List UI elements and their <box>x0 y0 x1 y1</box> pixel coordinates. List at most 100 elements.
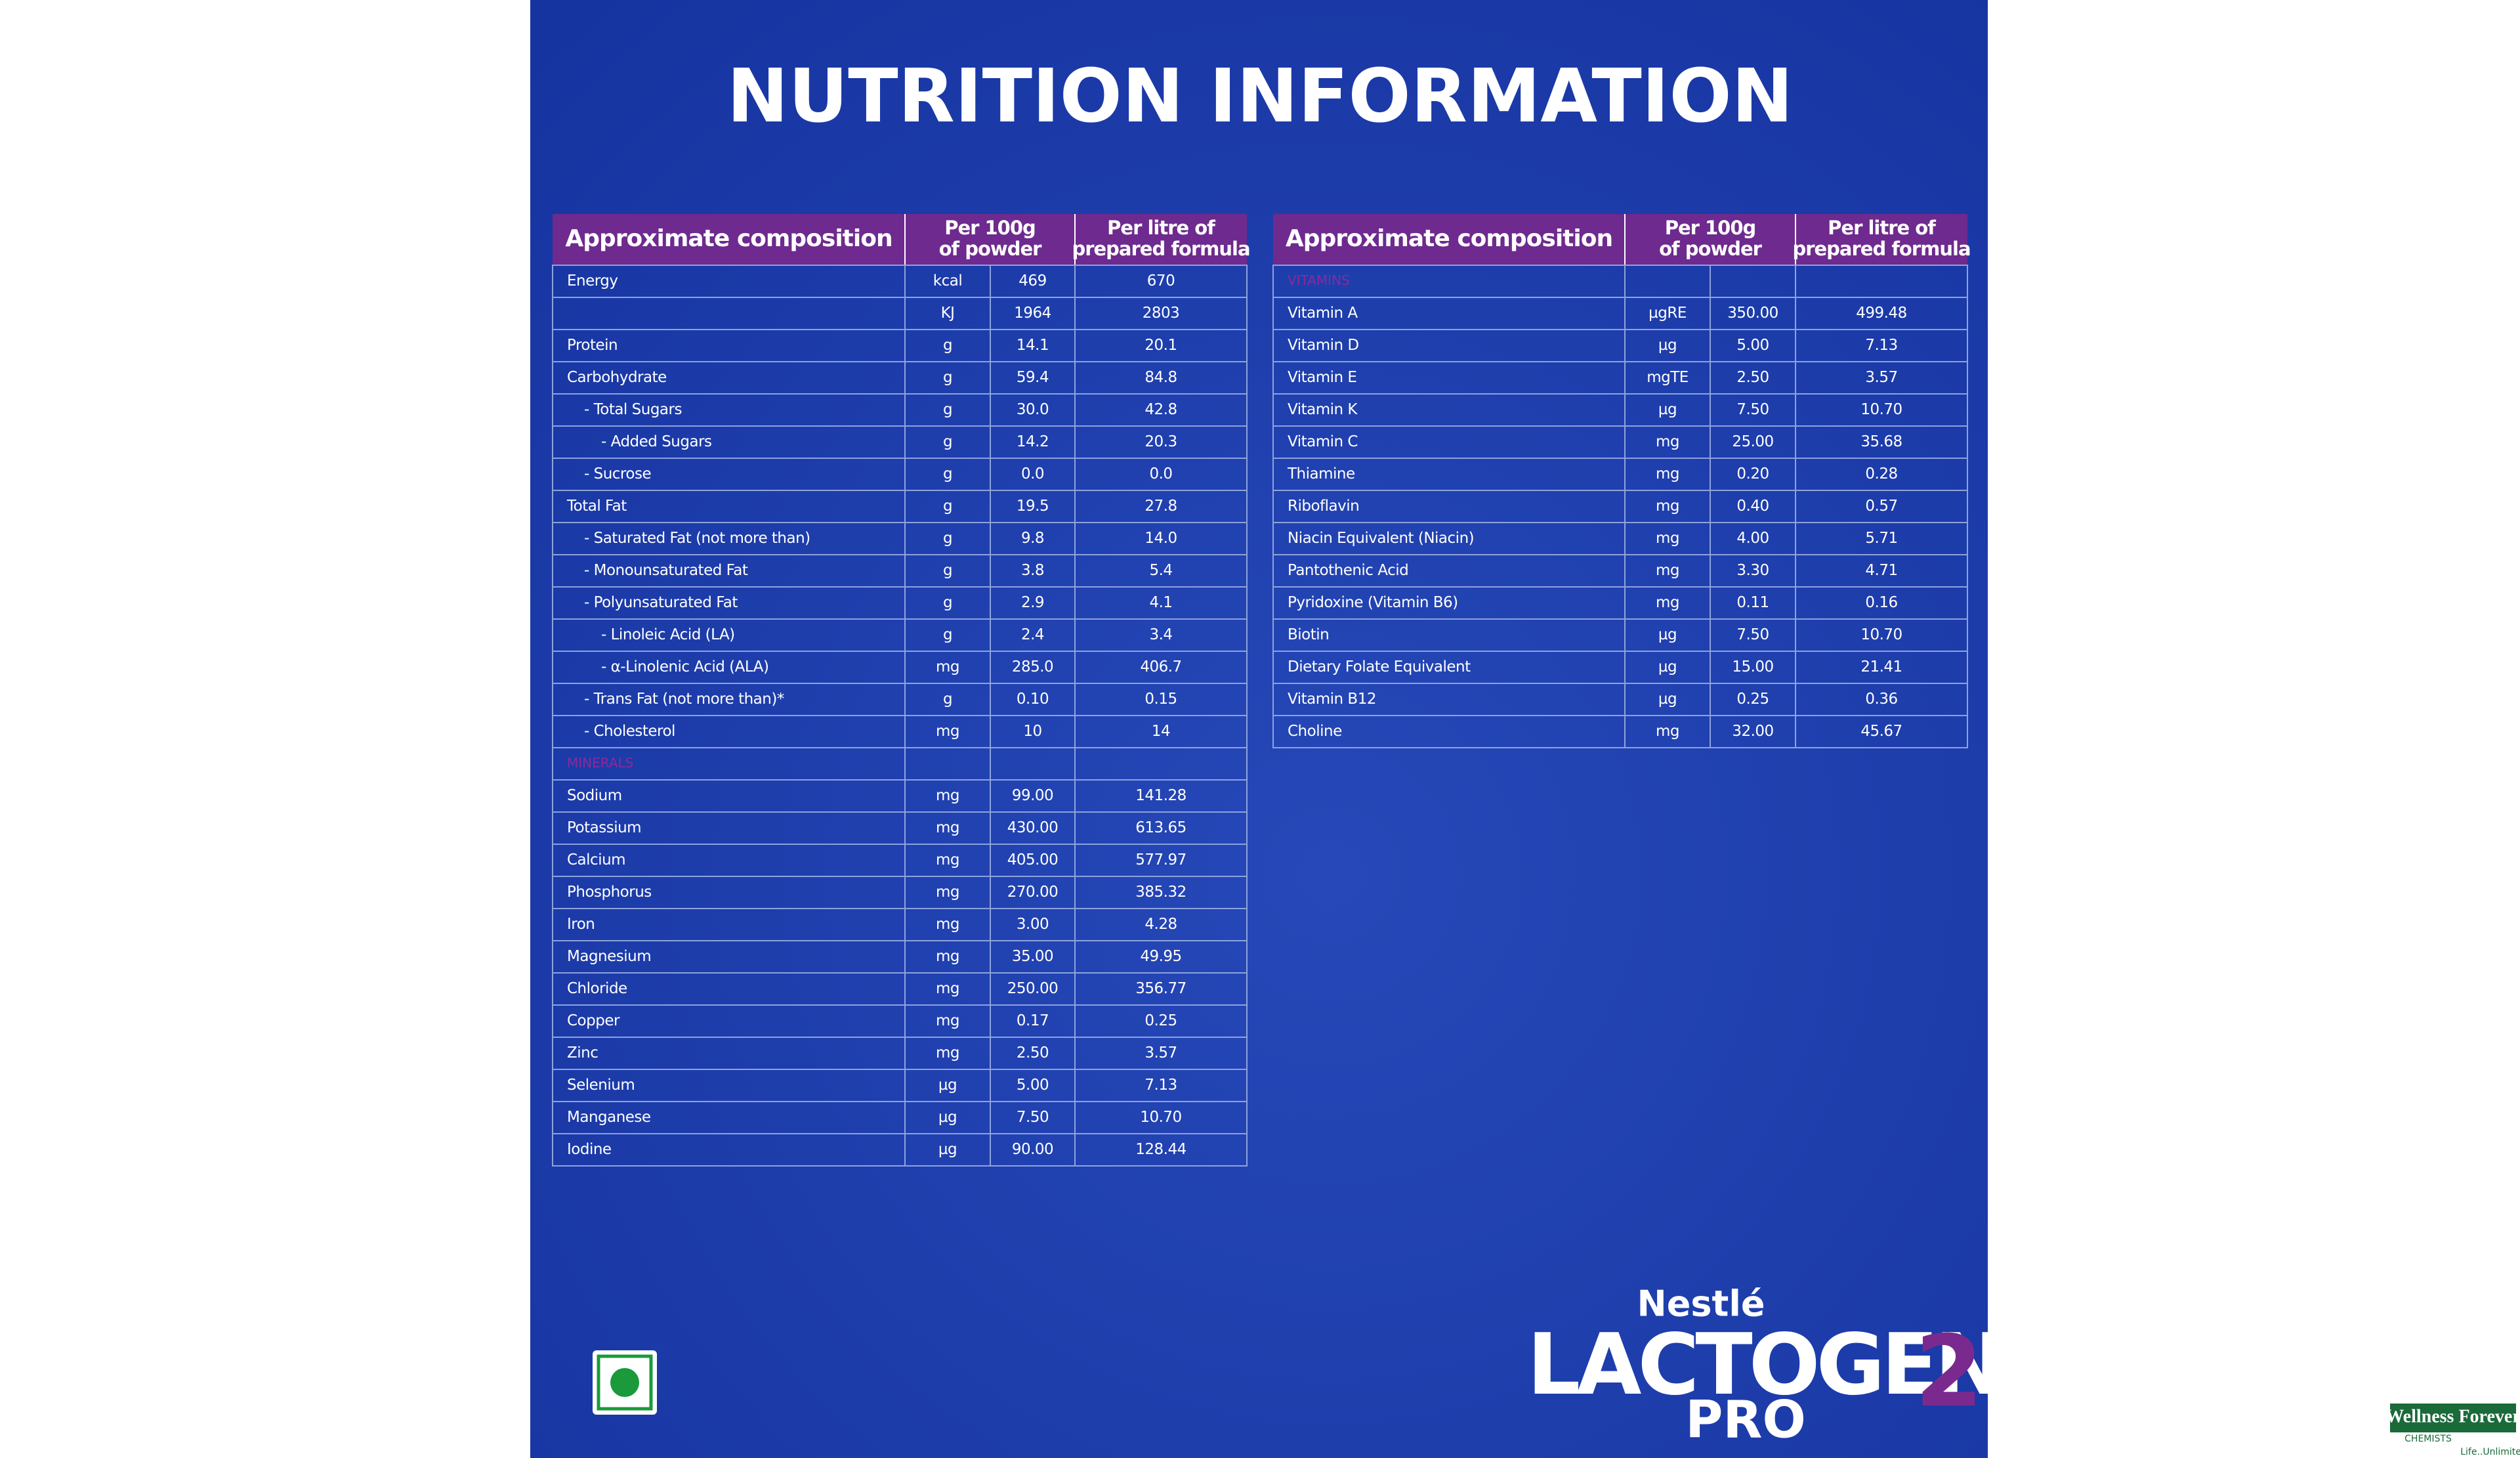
cell-value: 0.28 <box>1865 465 1897 482</box>
cell-value: 10 <box>1023 723 1041 740</box>
cell-value: mg <box>1656 562 1679 579</box>
header-cell: Per litre of <box>1828 217 1936 239</box>
row-label: Niacin Equivalent (Niacin) <box>1288 530 1474 547</box>
cell-value: g <box>943 369 952 386</box>
cell-value: 10.70 <box>1860 401 1902 418</box>
cell-value: g <box>943 626 952 643</box>
cell-value: 5.00 <box>1017 1077 1049 1094</box>
row-label: Chloride <box>567 980 627 997</box>
cell-value: µg <box>938 1077 957 1094</box>
cell-value: 0.15 <box>1144 691 1177 708</box>
cell-value: 14.1 <box>1017 337 1049 354</box>
cell-value: mg <box>1656 530 1679 547</box>
cell-value: µg <box>1658 337 1677 354</box>
cell-value: 10.70 <box>1140 1109 1181 1126</box>
cell-value: 3.00 <box>1017 916 1049 933</box>
row-label: - Added Sugars <box>601 433 712 450</box>
row-label: Iodine <box>567 1141 612 1158</box>
cell-value: 0.0 <box>1021 465 1044 482</box>
table-border <box>1272 265 1968 748</box>
watermark-sub: CHEMISTS <box>2404 1434 2452 1444</box>
header-cell: Per 100g <box>944 217 1036 239</box>
cell-value: mg <box>1656 465 1679 482</box>
cell-value: 45.67 <box>1860 723 1902 740</box>
row-label: Manganese <box>567 1109 651 1126</box>
row-label: Calcium <box>567 851 625 868</box>
cell-value: mg <box>936 1012 959 1029</box>
cell-value: 20.3 <box>1144 433 1177 450</box>
section-label: MINERALS <box>567 755 633 771</box>
row-label: Vitamin E <box>1288 369 1356 386</box>
watermark-tagline: Life..Unlimited <box>2460 1447 2520 1457</box>
cell-value: 1964 <box>1014 305 1051 322</box>
title: NUTRITION INFORMATION <box>727 54 1794 139</box>
cell-value: 19.5 <box>1017 498 1049 515</box>
brand-maker: Nestlé <box>1637 1283 1765 1325</box>
row-label: Potassium <box>567 819 641 836</box>
cell-value: 35.68 <box>1860 433 1902 450</box>
cell-value: 0.11 <box>1736 594 1769 611</box>
row-label: - Monounsaturated Fat <box>584 562 748 579</box>
row-label: - Linoleic Acid (LA) <box>601 626 735 643</box>
table-header <box>553 214 1247 265</box>
brand-variant: PRO <box>1685 1390 1806 1449</box>
cell-value: 99.00 <box>1012 787 1053 804</box>
cell-value: 7.50 <box>1736 626 1769 643</box>
cell-value: 406.7 <box>1140 658 1181 675</box>
row-label: - Saturated Fat (not more than) <box>584 530 810 547</box>
cell-value: 3.57 <box>1865 369 1897 386</box>
row-label: Phosphorus <box>567 884 652 901</box>
header-cell: Per litre of <box>1107 217 1215 239</box>
watermark-name: Wellness Forever <box>2385 1406 2520 1426</box>
row-label: Zinc <box>567 1044 598 1061</box>
cell-value: 577.97 <box>1135 851 1186 868</box>
cell-value: 670 <box>1147 272 1175 289</box>
row-label: Energy <box>567 272 618 289</box>
cell-value: 499.48 <box>1856 305 1906 322</box>
cell-value: 9.8 <box>1021 530 1044 547</box>
cell-value: 4.28 <box>1144 916 1177 933</box>
row-label: - Sucrose <box>584 465 651 482</box>
cell-value: µg <box>1658 401 1677 418</box>
row-label: Sodium <box>567 787 622 804</box>
cell-value: KJ <box>941 305 955 322</box>
brand-stage: 2 <box>1915 1315 1983 1429</box>
cell-value: 3.8 <box>1021 562 1044 579</box>
row-label: Carbohydrate <box>567 369 667 386</box>
cell-value: 141.28 <box>1135 787 1186 804</box>
cell-value: µg <box>1658 691 1677 708</box>
cell-value: g <box>943 691 952 708</box>
header-cell: prepared formula <box>1792 238 1970 260</box>
row-label: Thiamine <box>1287 465 1355 482</box>
cell-value: 7.13 <box>1865 337 1897 354</box>
cell-value: mg <box>1656 433 1679 450</box>
row-label: Selenium <box>567 1077 635 1094</box>
cell-value: 405.00 <box>1007 851 1058 868</box>
cell-value: mg <box>936 980 959 997</box>
row-label: Total Fat <box>566 498 627 515</box>
cell-value: µg <box>1658 658 1677 675</box>
row-label: Vitamin A <box>1288 305 1358 322</box>
cell-value: 285.0 <box>1012 658 1053 675</box>
cell-value: 0.17 <box>1017 1012 1049 1029</box>
cell-value: 3.4 <box>1149 626 1172 643</box>
cell-value: g <box>943 530 952 547</box>
header-cell: Approximate composition <box>565 225 892 252</box>
cell-value: 128.44 <box>1135 1141 1186 1158</box>
cell-value: 4.1 <box>1149 594 1172 611</box>
cell-value: 0.25 <box>1144 1012 1177 1029</box>
cell-value: g <box>943 465 952 482</box>
row-label: Magnesium <box>567 948 651 965</box>
cell-value: 385.32 <box>1135 884 1186 901</box>
cell-value: 469 <box>1018 272 1046 289</box>
cell-value: 30.0 <box>1017 401 1049 418</box>
cell-value: 430.00 <box>1007 819 1058 836</box>
cell-value: 2.50 <box>1736 369 1769 386</box>
brand-product: LACTOGEN <box>1527 1316 2001 1414</box>
header-cell: of powder <box>1659 238 1763 260</box>
cell-value: 20.1 <box>1144 337 1177 354</box>
cell-value: 35.00 <box>1012 948 1053 965</box>
cell-value: g <box>943 433 952 450</box>
cell-value: 4.00 <box>1736 530 1769 547</box>
